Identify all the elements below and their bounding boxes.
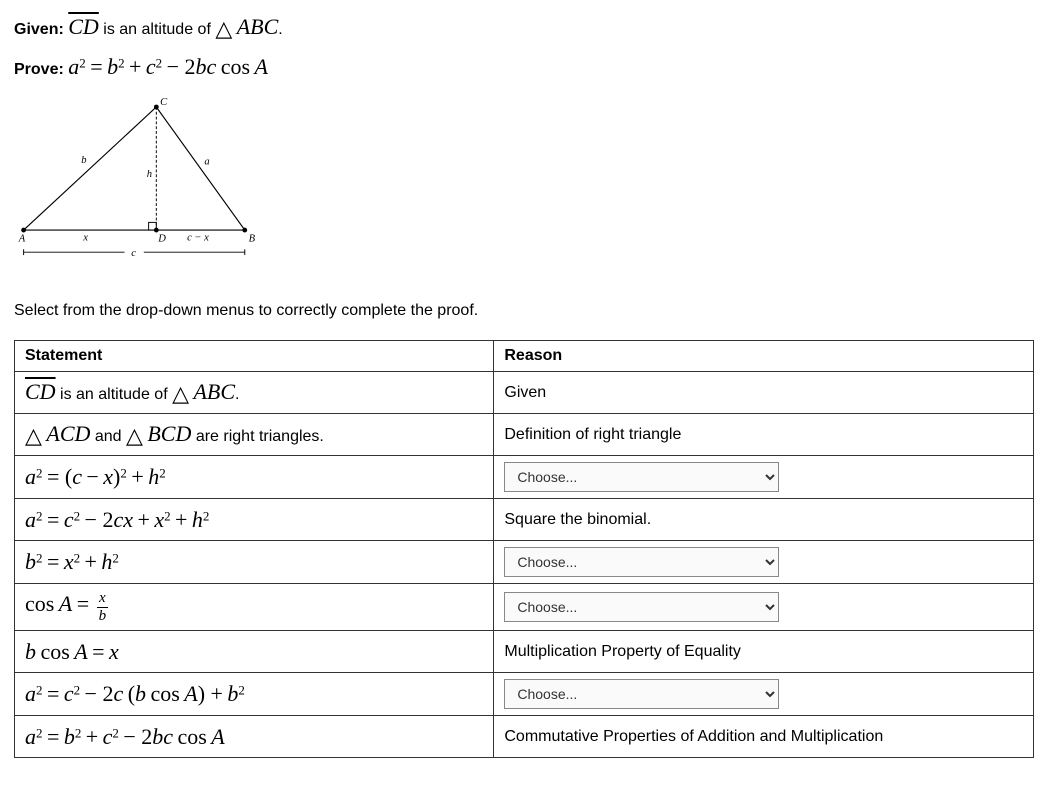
svg-text:c − x: c − x (187, 233, 209, 244)
reason-dropdown[interactable]: Choose... (504, 592, 779, 622)
reason-cell: Definition of right triangle (494, 414, 1034, 456)
table-row: a2 = c2 − 2cx + x2 + h2Square the binomi… (15, 499, 1034, 541)
svg-text:a: a (204, 157, 209, 168)
reason-dropdown[interactable]: Choose... (504, 547, 779, 577)
reason-cell: Choose... (494, 673, 1034, 716)
instruction-text: Select from the drop-down menus to corre… (14, 302, 1048, 320)
triangle-diagram: A B C D b a h x c − x c (14, 92, 264, 272)
table-row: a2 = c2 − 2c (b cos A) + b2 Choose... (15, 673, 1034, 716)
table-row: CD is an altitude of △ ABC.Given (15, 372, 1034, 414)
reason-cell: Choose... (494, 541, 1034, 584)
reason-cell: Choose... (494, 456, 1034, 499)
svg-text:B: B (249, 234, 256, 245)
statement-cell: a2 = c2 − 2c (b cos A) + b2 (15, 673, 494, 716)
statement-cell: b cos A = x (15, 631, 494, 673)
prove-label: Prove: (14, 61, 64, 78)
table-row: a2 = b2 + c2 − 2bc cos ACommutative Prop… (15, 716, 1034, 758)
header-statement: Statement (15, 341, 494, 372)
given-phrase: is an altitude of (103, 21, 211, 38)
given-triangle: ABC (237, 14, 279, 39)
statement-cell: a2 = b2 + c2 − 2bc cos A (15, 716, 494, 758)
statement-cell: △ ACD and △ BCD are right triangles. (15, 414, 494, 456)
triangle-icon: △ (215, 16, 232, 41)
table-row: b cos A = xMultiplication Property of Eq… (15, 631, 1034, 673)
reason-cell: Square the binomial. (494, 499, 1034, 541)
statement-cell: CD is an altitude of △ ABC. (15, 372, 494, 414)
svg-text:C: C (160, 97, 168, 108)
reason-cell: Commutative Properties of Addition and M… (494, 716, 1034, 758)
reason-cell: Choose... (494, 584, 1034, 631)
svg-text:b: b (81, 155, 86, 166)
statement-cell: a2 = (c − x)2 + h2 (15, 456, 494, 499)
statement-cell: a2 = c2 − 2cx + x2 + h2 (15, 499, 494, 541)
header-reason: Reason (494, 341, 1034, 372)
reason-dropdown[interactable]: Choose... (504, 679, 779, 709)
given-label: Given: (14, 21, 64, 38)
statement-cell: cos A = xb (15, 584, 494, 631)
given-segment: CD (68, 14, 99, 39)
reason-dropdown[interactable]: Choose... (504, 462, 779, 492)
proof-table: Statement Reason CD is an altitude of △ … (14, 340, 1034, 758)
prove-equation: a2 = b2 + c2 − 2bc cos A (68, 61, 268, 78)
given-line: Given: CD is an altitude of △ ABC. (14, 14, 1048, 42)
svg-text:c: c (131, 248, 136, 259)
statement-cell: b2 = x2 + h2 (15, 541, 494, 584)
svg-text:D: D (157, 234, 166, 245)
prove-line: Prove: a2 = b2 + c2 − 2bc cos A (14, 54, 1048, 80)
table-row: a2 = (c − x)2 + h2 Choose... (15, 456, 1034, 499)
table-row: △ ACD and △ BCD are right triangles.Defi… (15, 414, 1034, 456)
reason-cell: Given (494, 372, 1034, 414)
svg-text:x: x (82, 233, 88, 244)
table-row: cos A = xb Choose... (15, 584, 1034, 631)
svg-text:A: A (18, 234, 26, 245)
svg-text:h: h (147, 169, 152, 180)
reason-cell: Multiplication Property of Equality (494, 631, 1034, 673)
table-row: b2 = x2 + h2 Choose... (15, 541, 1034, 584)
